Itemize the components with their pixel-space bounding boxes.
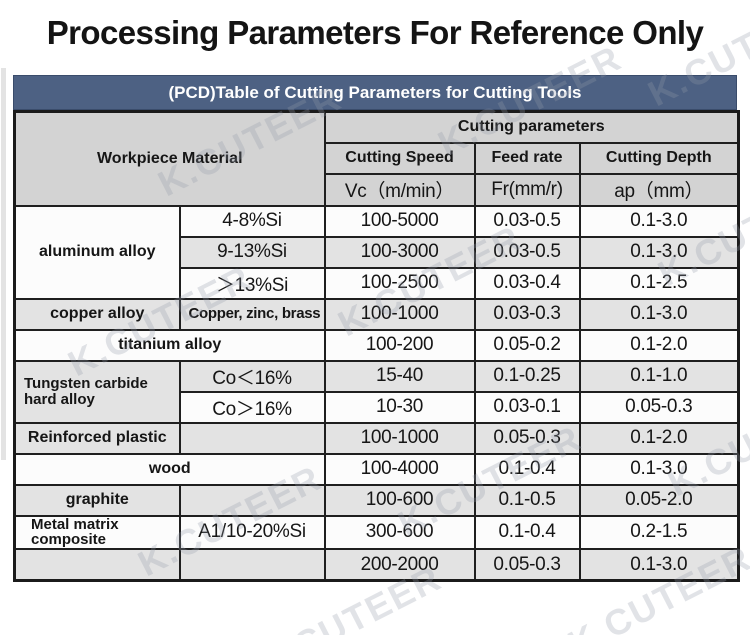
cell-material: Tungsten carbide hard alloy — [13, 359, 181, 424]
cutting-parameters-table: (PCD)Table of Cutting Parameters for Cut… — [13, 75, 741, 582]
cell-value: 100-600 — [323, 483, 476, 517]
cell-value: 0.05-0.3 — [578, 390, 740, 424]
cell-variant — [178, 483, 326, 517]
cell-value: 0.1-2.0 — [578, 328, 740, 362]
cell-value: 0.1-0.4 — [473, 452, 581, 486]
cell-value: 0.05-2.0 — [578, 483, 740, 517]
cell-variant: 4-8%Si — [178, 204, 326, 238]
cell-value: 300-600 — [323, 514, 476, 551]
cell-variant: 9-13%Si — [178, 235, 326, 269]
table-row: Co＞16% 10-30 0.03-0.1 0.05-0.3 — [15, 390, 740, 424]
cell-material: Metal matrix composite — [13, 514, 181, 551]
cell-value: 0.03-0.5 — [473, 204, 581, 238]
table-row: copper alloy Copper, zinc, brass 100-1000 0… — [13, 297, 740, 331]
cell-value: 100-200 — [323, 328, 476, 362]
cell-value: 0.03-0.4 — [473, 266, 581, 300]
cell-value: 100-3000 — [323, 235, 476, 269]
table-row: 9-13%Si 100-3000 0.03-0.5 0.1-3.0 — [15, 235, 740, 269]
cell-value: 0.1-3.0 — [578, 235, 740, 269]
cell-value: 100-5000 — [323, 204, 476, 238]
cell-value: 10-30 — [323, 390, 476, 424]
header-cutting-parameters-group: Cutting parameters — [323, 110, 740, 144]
table-body: aluminum alloy 4-8%Si 100-5000 0.03-0.5 0.1-… — [13, 204, 740, 582]
cell-value: 200-2000 — [323, 548, 476, 582]
cell-value: 15-40 — [323, 359, 476, 393]
table-row: titanium alloy 100-200 0.05-0.2 0.1-2.0 — [13, 328, 740, 362]
cell-value: 0.1-0.25 — [473, 359, 581, 393]
table-row: Metal matrix composite A1/10-20%Si 300-600… — [13, 514, 740, 551]
cell-material: titanium alloy — [13, 328, 326, 362]
cell-value: 0.03-0.5 — [473, 235, 581, 269]
cell-material: Reinforced plastic — [13, 421, 181, 455]
cell-value: 0.1-3.0 — [578, 452, 740, 486]
cell-value: 100-1000 — [323, 297, 476, 331]
parameters-table: Workpiece Material Cutting parameters Cu… — [13, 110, 741, 582]
cell-value: 0.2-1.5 — [578, 514, 740, 551]
cell-value: 0.1-3.0 — [578, 297, 740, 331]
cell-value: 0.1-3.0 — [578, 204, 740, 238]
cell-value: 100-1000 — [323, 421, 476, 455]
table-row: 200-2000 0.05-0.3 0.1-3.0 — [13, 548, 740, 582]
header-feed-rate: Feed rate — [473, 141, 581, 175]
cell-value: 100-2500 — [323, 266, 476, 300]
cell-material: wood — [13, 452, 326, 486]
cell-variant: Co＞16% — [178, 390, 326, 424]
cell-value: 0.1-2.5 — [578, 266, 740, 300]
cell-variant — [178, 421, 326, 455]
table-caption: (PCD)Table of Cutting Parameters for Cut… — [13, 75, 737, 110]
cell-value: 0.1-0.4 — [473, 514, 581, 551]
header-cutting-depth: Cutting Depth — [578, 141, 740, 175]
cell-variant: Copper, zinc, brass — [178, 297, 326, 331]
table-header: Workpiece Material Cutting parameters Cu… — [13, 110, 740, 207]
header-cutting-speed: Cutting Speed — [323, 141, 476, 175]
cell-variant: Co＜16% — [178, 359, 326, 393]
cell-value: 100-4000 — [323, 452, 476, 486]
cell-value: 0.1-1.0 — [578, 359, 740, 393]
cell-value: 0.05-0.3 — [473, 421, 581, 455]
table-row: Tungsten carbide hard alloy Co＜16% 15-40 0.… — [13, 359, 740, 424]
table-row: graphite 100-600 0.1-0.5 0.05-2.0 — [13, 483, 740, 517]
cell-value: 0.1-2.0 — [578, 421, 740, 455]
unit-cutting-depth: ap（mm） — [578, 172, 740, 207]
table-row: aluminum alloy 4-8%Si 100-5000 0.03-0.5 0.1-… — [13, 204, 740, 300]
cell-value: 0.05-0.3 — [473, 548, 581, 582]
cell-material: graphite — [13, 483, 181, 517]
page-title: Processing Parameters For Reference Only — [46, 14, 704, 51]
cell-value: 0.1-0.5 — [473, 483, 581, 517]
unit-feed-rate: Fr(mm/r) — [473, 172, 581, 207]
cell-material: aluminum alloy — [13, 204, 181, 300]
unit-cutting-speed: Vc（m/min） — [323, 172, 476, 207]
cell-material — [13, 548, 181, 582]
cell-value: 0.1-3.0 — [578, 548, 740, 582]
cell-value: 0.03-0.3 — [473, 297, 581, 331]
table-row: wood 100-4000 0.1-0.4 0.1-3.0 — [13, 452, 740, 486]
cell-variant: ＞13%Si — [178, 266, 326, 300]
cell-variant — [178, 548, 326, 582]
table-row: Reinforced plastic 100-1000 0.05-0.3 0.1-2.… — [13, 421, 740, 455]
cell-value: 0.03-0.1 — [473, 390, 581, 424]
header-workpiece-material: Workpiece Material — [13, 110, 326, 207]
cell-material: copper alloy — [13, 297, 181, 331]
cell-value: 0.05-0.2 — [473, 328, 581, 362]
page-edge-shadow — [1, 68, 6, 460]
cell-variant: A1/10-20%Si — [178, 514, 326, 551]
table-row: ＞13%Si 100-2500 0.03-0.4 0.1-2.5 — [15, 266, 740, 300]
